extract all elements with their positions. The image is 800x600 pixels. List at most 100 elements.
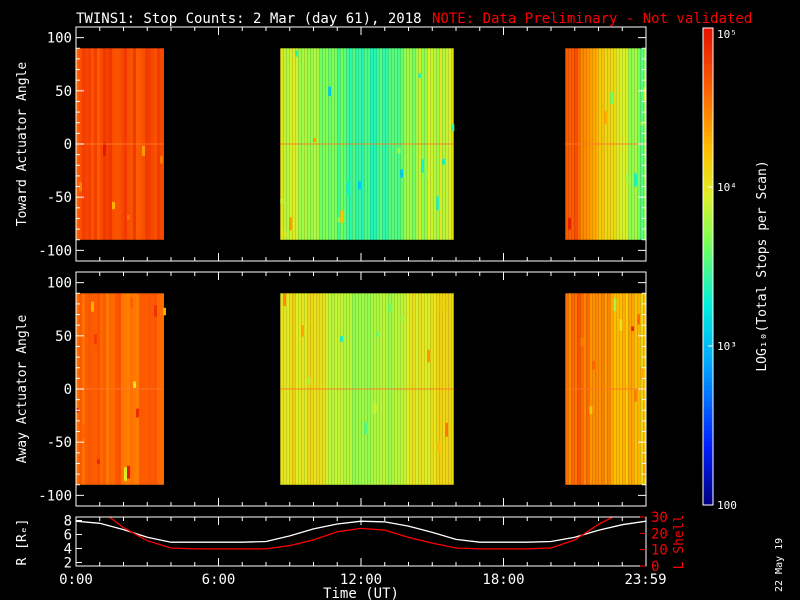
heatmap-speckle	[94, 334, 97, 345]
heatmap-column	[286, 48, 290, 240]
heatmap-column	[391, 293, 395, 485]
colorbar-tick-label: 100	[717, 499, 737, 512]
heatmap-column	[397, 48, 401, 240]
heatmap-column	[421, 48, 425, 240]
heatmap-speckle	[130, 298, 133, 308]
heatmap-column	[610, 48, 614, 240]
heatmap-column	[574, 293, 578, 485]
heatmap-column	[91, 293, 94, 485]
heatmap-column	[364, 293, 368, 485]
heatmap-column	[112, 48, 115, 240]
x-tick-label: 6:00	[202, 572, 236, 588]
colorbar-swatch	[703, 338, 713, 343]
heatmap-column	[301, 48, 305, 240]
heatmap-speckle	[112, 201, 115, 210]
heatmap-column	[622, 48, 626, 240]
heatmap-speckle	[592, 361, 596, 370]
heatmap-column	[445, 48, 449, 240]
colorbar-swatch	[703, 226, 713, 232]
heatmap-column	[595, 293, 599, 485]
colorbar-swatch	[703, 389, 713, 395]
heatmap-column	[580, 293, 584, 485]
colorbar-swatch	[703, 59, 713, 65]
colorbar-swatch	[703, 31, 713, 37]
heatmap-column	[283, 293, 287, 485]
heatmap-column	[142, 293, 145, 485]
right-y-tick-label: 0	[651, 559, 659, 575]
heatmap-speckle	[427, 349, 431, 363]
colorbar-swatch	[703, 119, 713, 125]
heatmap-column	[634, 293, 638, 485]
heatmap-speckle	[340, 335, 344, 342]
heatmap-speckle	[373, 403, 377, 414]
heatmap-column	[442, 293, 446, 485]
colorbar-swatch	[703, 214, 713, 220]
heatmap-column	[589, 293, 593, 485]
heatmap-column	[349, 48, 353, 240]
colorbar-swatch	[703, 167, 713, 172]
right-y-tick-label: 10	[651, 543, 668, 559]
heatmap-column	[361, 48, 365, 240]
figure-title: TWINS1: Stop Counts: 2 Mar (day 61), 201…	[76, 11, 422, 27]
heatmap-column	[376, 48, 380, 240]
heatmap-column	[424, 293, 428, 485]
heatmap-column	[313, 48, 317, 240]
heatmap-column	[121, 293, 124, 485]
heatmap-column	[634, 48, 638, 240]
heatmap-column	[382, 293, 386, 485]
colorbar-swatch	[703, 63, 713, 69]
heatmap-speckle	[124, 467, 127, 481]
y-tick-label: 100	[47, 31, 72, 47]
colorbar-swatch	[703, 425, 713, 431]
heatmap-column	[601, 293, 605, 485]
heatmap-column	[409, 48, 413, 240]
heatmap-column	[280, 293, 284, 485]
heatmap-column	[370, 48, 374, 240]
y-axis-title: Away Actuator Angle	[15, 314, 30, 463]
heatmap-column	[394, 293, 398, 485]
heatmap-column	[334, 48, 338, 240]
heatmap-column	[406, 293, 410, 485]
colorbar-swatch	[703, 469, 713, 474]
colorbar-swatch	[703, 326, 713, 331]
heatmap-column	[571, 293, 575, 485]
colorbar-swatch	[703, 449, 713, 454]
colorbar-swatch	[703, 127, 713, 132]
heatmap-column	[292, 293, 296, 485]
heatmap-speckle	[127, 215, 130, 220]
heatmap-column	[292, 48, 296, 240]
heatmap-speckle	[640, 121, 644, 126]
heatmap-column	[289, 293, 293, 485]
colorbar-swatch	[703, 103, 713, 109]
y-tick-label: 100	[47, 276, 72, 292]
left-y-tick-label: 6	[64, 528, 72, 544]
heatmap-column	[436, 293, 440, 485]
colorbar-tick-label: 10³	[717, 340, 737, 353]
right-axis-title: L Shell	[672, 515, 687, 570]
heatmap-column	[388, 293, 392, 485]
zero-angle-stripe	[76, 143, 164, 145]
heatmap-cells	[76, 48, 647, 240]
colorbar-swatch	[703, 365, 713, 371]
colorbar-swatch	[703, 310, 713, 315]
heatmap-speckle	[136, 408, 139, 418]
colorbar-swatch	[703, 28, 713, 33]
heatmap-column	[415, 48, 419, 240]
heatmap-column	[112, 293, 115, 485]
heatmap-column	[433, 48, 437, 240]
heatmap-column	[118, 293, 121, 485]
heatmap-column	[433, 293, 437, 485]
colorbar-swatch	[703, 278, 713, 284]
heatmap-column	[295, 48, 299, 240]
colorbar-swatch	[703, 39, 713, 45]
colorbar-tick-label: 10⁴	[717, 181, 737, 194]
heatmap-column	[97, 48, 100, 240]
heatmap-column	[577, 293, 581, 485]
heatmap-column	[298, 293, 302, 485]
colorbar-swatch	[703, 71, 713, 77]
heatmap-column	[418, 48, 422, 240]
heatmap-column	[385, 293, 389, 485]
heatmap-speckle	[643, 87, 647, 101]
heatmap-column	[448, 48, 452, 240]
heatmap-speckle	[388, 303, 392, 312]
